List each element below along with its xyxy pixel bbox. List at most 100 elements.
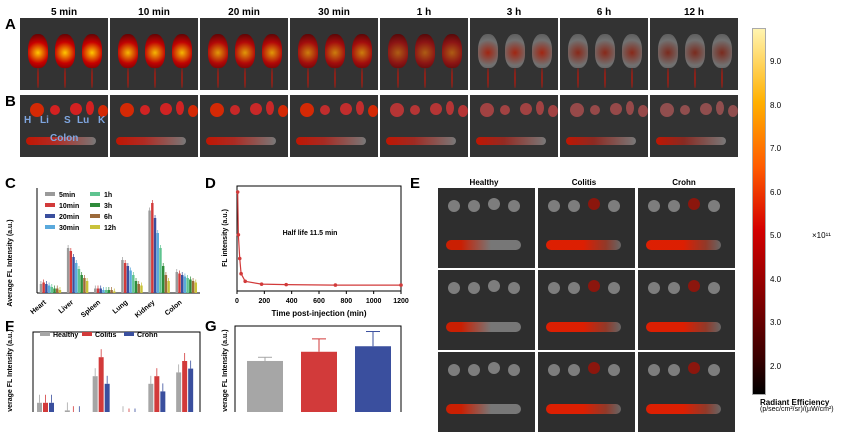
colon bbox=[646, 322, 721, 332]
data-point bbox=[259, 282, 264, 286]
colorbar-tick: 6.0 bbox=[770, 187, 782, 197]
organ bbox=[588, 280, 600, 292]
organ bbox=[648, 364, 660, 376]
bar bbox=[126, 266, 130, 293]
organ bbox=[608, 282, 620, 294]
colon bbox=[546, 404, 621, 414]
mouse-image bbox=[118, 34, 138, 68]
colon bbox=[646, 240, 721, 250]
data-point bbox=[243, 279, 247, 284]
bar bbox=[102, 290, 105, 293]
bar bbox=[183, 276, 187, 293]
y-axis-label: Average FL Intensity (a.u.) bbox=[222, 329, 229, 412]
mouse-tail bbox=[631, 68, 633, 88]
bar bbox=[83, 278, 86, 293]
plot-frame bbox=[32, 331, 201, 412]
legend-label: 12h bbox=[104, 225, 116, 232]
legend-swatch bbox=[90, 214, 100, 218]
mouse-tail bbox=[334, 68, 336, 88]
mouse-tail bbox=[361, 68, 363, 88]
panel-label-c: C bbox=[5, 175, 16, 192]
bar bbox=[104, 383, 110, 412]
mouse-tail bbox=[451, 68, 453, 88]
bar bbox=[113, 291, 116, 293]
bar bbox=[85, 281, 89, 293]
organ-image bbox=[20, 95, 108, 157]
panel-e-title-crohn: Crohn bbox=[672, 178, 696, 187]
panel-e-tile bbox=[638, 188, 735, 268]
decay-curve bbox=[237, 191, 401, 286]
mouse-tail bbox=[694, 68, 696, 88]
panel-label-a: A bbox=[5, 16, 16, 33]
bar bbox=[176, 372, 182, 412]
colon bbox=[546, 240, 621, 250]
bar bbox=[153, 218, 157, 293]
mouse-tail bbox=[127, 68, 129, 88]
legend-swatch bbox=[124, 332, 134, 336]
panel-e-tile bbox=[538, 188, 635, 268]
mouse-image bbox=[658, 34, 678, 68]
mouse-image bbox=[55, 34, 75, 68]
mouse-tail bbox=[487, 68, 489, 88]
organ bbox=[568, 282, 580, 294]
organ bbox=[568, 200, 580, 212]
organ bbox=[588, 362, 600, 374]
colorbar-tick: 3.0 bbox=[770, 318, 782, 327]
colorbar-title: Radiant Efficiency bbox=[760, 398, 830, 407]
time-label-2: 20 min bbox=[228, 7, 260, 18]
bar bbox=[194, 282, 198, 293]
legend-swatch bbox=[90, 225, 100, 229]
organ bbox=[278, 105, 288, 117]
half-life-annotation: Half life 11.5 min bbox=[283, 230, 338, 237]
x-tick-label: 600 bbox=[313, 298, 325, 305]
organ bbox=[468, 364, 480, 376]
whole-body-image bbox=[290, 18, 378, 90]
colorbar-multiplier: ×10¹¹ bbox=[812, 231, 831, 240]
organ bbox=[98, 105, 108, 117]
bar bbox=[137, 284, 140, 293]
organ bbox=[708, 200, 720, 212]
bar bbox=[37, 402, 42, 412]
bar bbox=[129, 270, 132, 293]
colon bbox=[206, 137, 276, 145]
organ bbox=[210, 103, 224, 117]
legend-swatch bbox=[45, 214, 55, 218]
organ bbox=[50, 105, 60, 115]
organ bbox=[708, 364, 720, 376]
mouse-tail bbox=[514, 68, 516, 88]
y-axis-label: Average FL Intensity (a.u.) bbox=[7, 219, 14, 306]
bar bbox=[42, 282, 45, 293]
category-label: Lung bbox=[112, 299, 130, 315]
organ bbox=[86, 101, 94, 115]
chart-c: Average FL Intensity (a.u.) Heart Liver Spl… bbox=[7, 188, 200, 318]
category-label: Kidney bbox=[134, 299, 156, 318]
organ bbox=[520, 103, 532, 115]
mouse-image bbox=[208, 34, 228, 68]
organ bbox=[700, 103, 712, 115]
mouse-tail bbox=[154, 68, 156, 88]
organ bbox=[716, 101, 724, 115]
panel-e-tile bbox=[538, 352, 635, 432]
mouse-tail bbox=[217, 68, 219, 88]
organ-image bbox=[560, 95, 648, 157]
mouse-image bbox=[82, 34, 102, 68]
organ-label-lu: Lu bbox=[77, 115, 90, 126]
whole-body-image bbox=[560, 18, 648, 90]
panel-label-b: B bbox=[5, 93, 16, 110]
mouse-tail bbox=[37, 68, 39, 88]
bar bbox=[77, 269, 81, 293]
panel-e-tile bbox=[438, 188, 535, 268]
category-label: Heart bbox=[30, 299, 49, 316]
mouse-image bbox=[388, 34, 408, 68]
mouse-tail bbox=[91, 68, 93, 88]
organ-label-colon: Colon bbox=[50, 133, 79, 144]
x-tick-label: 1200 bbox=[393, 298, 409, 305]
bar bbox=[148, 383, 154, 412]
organ-image bbox=[290, 95, 378, 157]
colon bbox=[446, 322, 521, 332]
mouse-image bbox=[325, 34, 345, 68]
bar bbox=[121, 260, 124, 293]
organ bbox=[728, 105, 738, 117]
whole-body-image bbox=[380, 18, 468, 90]
organ bbox=[448, 200, 460, 212]
